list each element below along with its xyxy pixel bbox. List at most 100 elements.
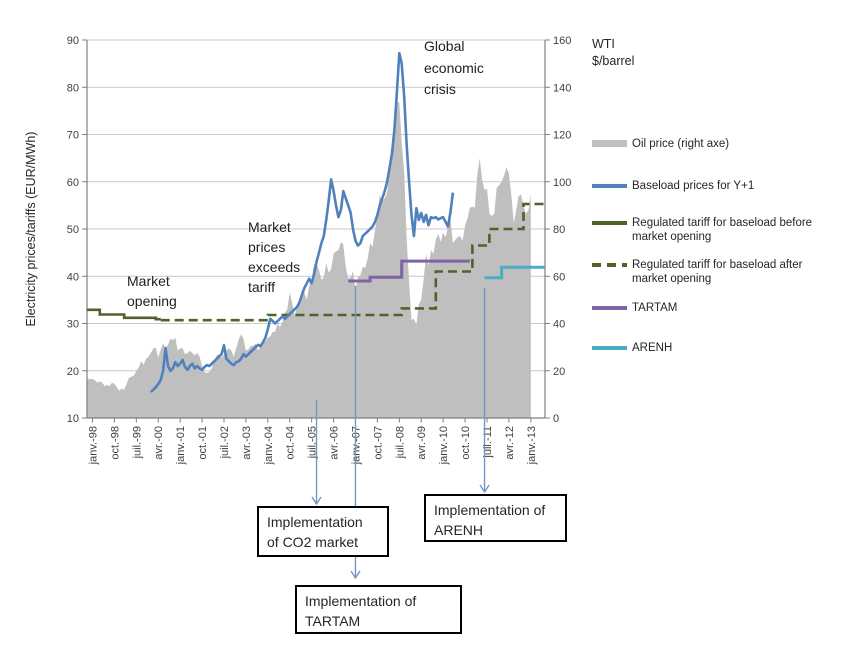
callout-arrowhead-arenh xyxy=(479,484,490,494)
callout-box-co2-market: Implementation of CO2 market xyxy=(257,506,389,557)
callout-line: ARENH xyxy=(434,522,484,538)
left-axis-tick-label: 80 xyxy=(67,82,79,94)
callout-line: Implementation of xyxy=(434,502,546,518)
right-axis-tick-label: 160 xyxy=(553,35,571,47)
right-axis-tick-label: 0 xyxy=(553,413,559,425)
x-axis-tick-label: oct.-04 xyxy=(285,426,297,460)
right-axis-tick-label: 80 xyxy=(553,224,565,236)
arenh-swatch xyxy=(592,346,627,350)
legend-label-line: ARENH xyxy=(632,342,673,354)
legend-item-baseload-y1: Baseload prices for Y+1 xyxy=(592,179,754,193)
legend-label-line: market opening xyxy=(632,231,712,243)
callout-box-arenh: Implementation of ARENH xyxy=(424,494,567,542)
left-axis-tick-label: 60 xyxy=(67,177,79,189)
x-axis-tick-label: avr.-00 xyxy=(153,426,165,460)
annotation-line: tariff xyxy=(248,279,275,295)
right-axis-tick-label: 40 xyxy=(553,319,565,331)
annotation-line: Market xyxy=(248,219,291,235)
arenh-line xyxy=(484,265,545,280)
legend-item-tartam: TARTAM xyxy=(592,301,677,315)
callout-line: of CO2 market xyxy=(267,534,359,550)
x-axis-tick-label: juil.-05 xyxy=(307,426,319,459)
x-axis-tick-label: avr.-06 xyxy=(329,426,341,460)
oil-price-swatch xyxy=(592,140,627,147)
right-axis-tick-label: 100 xyxy=(553,177,571,189)
callout-arrowhead-tartam xyxy=(350,570,361,580)
x-axis-tick-label: oct.-98 xyxy=(109,426,121,460)
oil-price-area xyxy=(87,101,531,419)
x-axis-tick-label: juil.-08 xyxy=(394,426,406,459)
callout-line: TARTAM xyxy=(305,613,361,629)
x-axis-tick-label: avr.-12 xyxy=(504,426,516,460)
legend-item-tariff-before: Regulated tariff for baseload before mark… xyxy=(592,216,812,244)
x-axis-tick-label: oct.-07 xyxy=(372,426,384,460)
x-axis-tick-label: juil.-11 xyxy=(482,426,494,459)
x-axis-tick-label: janv.-01 xyxy=(175,426,187,465)
legend-label-line: Regulated tariff for baseload after xyxy=(632,259,803,271)
baseload-y1-swatch xyxy=(592,184,627,188)
annotation-market-prices-exceeds-tariff: Market prices exceeds tariff xyxy=(248,217,300,297)
x-axis-tick-label: juil.-02 xyxy=(219,426,231,459)
legend-label-line: TARTAM xyxy=(632,302,678,314)
x-axis-tick-label: janv.-98 xyxy=(88,426,100,465)
left-axis-tick-label: 90 xyxy=(67,35,79,47)
legend-label-oil-price: Oil price (right axe) xyxy=(632,137,729,151)
left-axis-tick-label: 30 xyxy=(67,319,79,331)
legend-label-tartam: TARTAM xyxy=(632,301,677,315)
x-axis-tick-label: janv.-07 xyxy=(350,426,362,465)
x-axis-tick-label: juil.-99 xyxy=(131,426,143,459)
baseload-prices-line xyxy=(149,51,455,393)
left-axis-tick-label: 70 xyxy=(67,130,79,142)
tariff-before-swatch xyxy=(592,221,627,225)
callout-box-tartam: Implementation of TARTAM xyxy=(295,585,462,634)
tartam-line xyxy=(348,259,470,283)
right-axis-tick-label: 20 xyxy=(553,366,565,378)
annotation-global-economic-crisis: Global economic crisis xyxy=(424,36,484,101)
right-axis-tick-label: 140 xyxy=(553,82,571,94)
x-axis-tick-label: oct.-10 xyxy=(460,426,472,460)
legend-label-arenh: ARENH xyxy=(632,341,672,355)
legend-item-tariff-after: Regulated tariff for baseload after marke… xyxy=(592,258,802,286)
right-axis-title: WTI $/barrel xyxy=(592,36,634,69)
legend-label-line: Oil price (right axe) xyxy=(632,138,730,150)
left-axis-tick-label: 20 xyxy=(67,366,79,378)
legend-label-line: Regulated tariff for baseload before xyxy=(632,217,813,229)
annotation-line: exceeds xyxy=(248,259,301,275)
legend-item-oil-price: Oil price (right axe) xyxy=(592,137,729,151)
annotation-line: opening xyxy=(127,293,177,309)
tartam-swatch xyxy=(592,306,627,310)
legend-label-line: Baseload prices for Y+1 xyxy=(632,180,755,192)
left-axis-tick-label: 10 xyxy=(67,413,79,425)
legend-label-baseload-y1: Baseload prices for Y+1 xyxy=(632,179,754,193)
legend-item-arenh: ARENH xyxy=(592,341,672,355)
annotation-line: crisis xyxy=(424,81,456,97)
x-axis-tick-label: oct.-01 xyxy=(197,426,209,460)
right-axis-title-line1: WTI xyxy=(592,37,615,51)
annotation-line: economic xyxy=(424,59,484,76)
tariff-after-swatch xyxy=(592,263,627,267)
annotation-line: Market xyxy=(127,273,170,289)
legend-label-tariff-after: Regulated tariff for baseload after marke… xyxy=(632,258,802,286)
x-axis-tick-label: avr.-03 xyxy=(241,426,253,460)
left-axis-tick-label: 40 xyxy=(67,271,79,283)
annotation-line: Global xyxy=(424,38,465,54)
legend-label-tariff-before: Regulated tariff for baseload before mark… xyxy=(632,216,812,244)
legend-label-line: market opening xyxy=(632,273,712,285)
annotation-market-opening: Market opening xyxy=(127,271,177,311)
left-axis-title-text: Electricity prices/tariffs (EUR/MWh) xyxy=(24,131,38,327)
left-axis-tick-label: 50 xyxy=(67,224,79,236)
right-axis-tick-label: 60 xyxy=(553,271,565,283)
x-axis-tick-label: janv.-10 xyxy=(438,426,450,465)
callout-arrowhead-co2 xyxy=(311,496,322,506)
regulated-tariff-for-baseload-before-market-opening-line xyxy=(87,308,161,321)
callout-line: Implementation xyxy=(267,514,363,530)
callout-line: Implementation of xyxy=(305,593,417,609)
right-axis-tick-label: 120 xyxy=(553,130,571,142)
annotation-line: prices xyxy=(248,239,286,255)
x-axis-tick-label: janv.-04 xyxy=(263,426,275,465)
right-axis-title-line2: $/barrel xyxy=(592,53,635,68)
x-axis-tick-label: avr.-09 xyxy=(416,426,428,460)
x-axis-tick-label: janv.-13 xyxy=(526,426,538,465)
